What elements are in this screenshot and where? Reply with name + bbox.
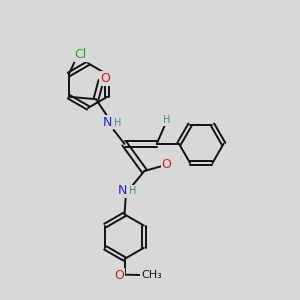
Text: H: H xyxy=(163,115,170,125)
Text: N: N xyxy=(103,116,112,129)
Text: H: H xyxy=(129,186,136,196)
Text: O: O xyxy=(162,158,172,171)
Text: CH₃: CH₃ xyxy=(141,270,162,280)
Text: H: H xyxy=(114,118,122,128)
Text: O: O xyxy=(100,72,110,85)
Text: Cl: Cl xyxy=(74,48,87,61)
Text: N: N xyxy=(118,184,127,197)
Text: O: O xyxy=(114,268,124,282)
